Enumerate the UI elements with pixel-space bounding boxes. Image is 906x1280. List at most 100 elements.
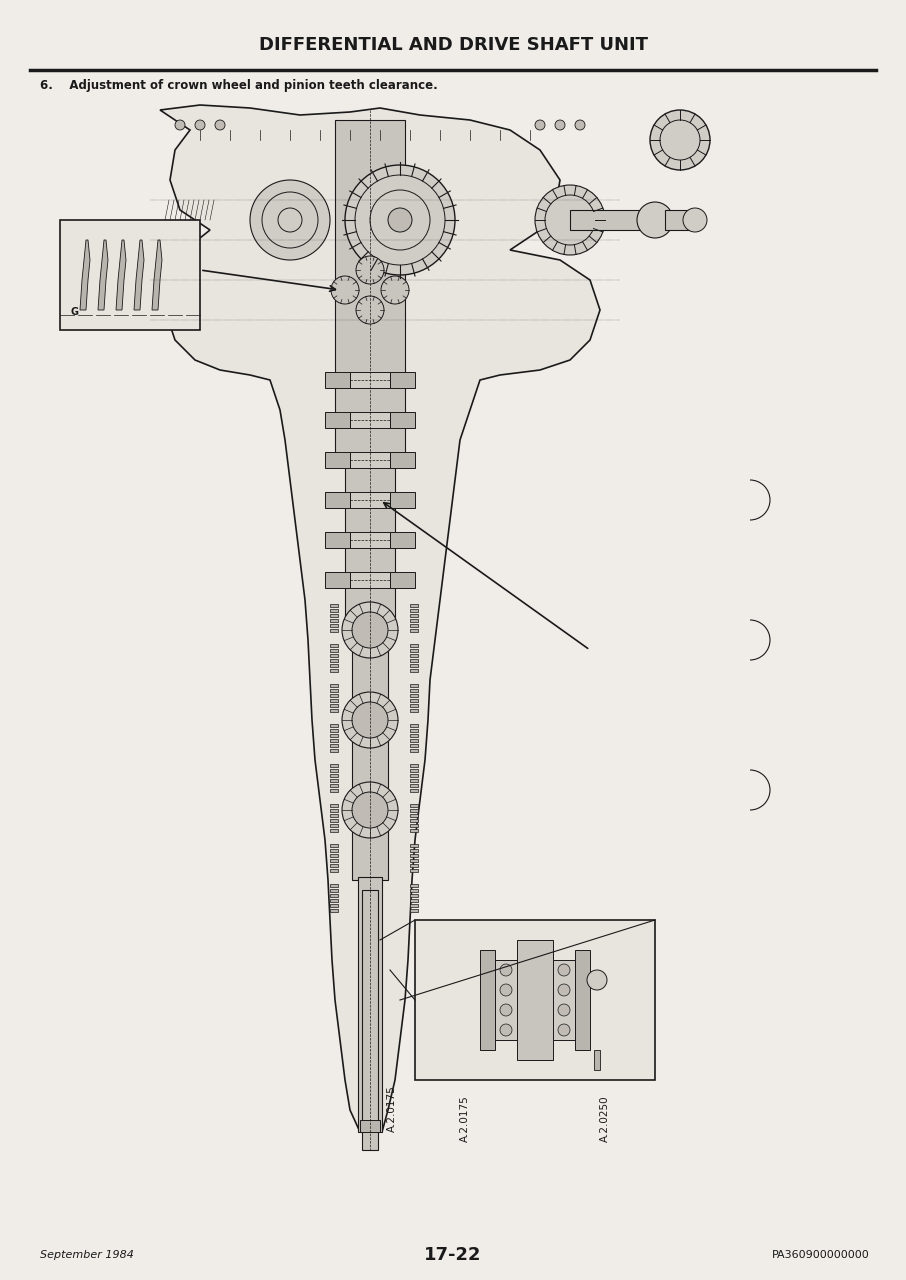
Polygon shape [80,241,90,310]
Bar [410,824,418,827]
Bar [330,824,338,827]
Bar [330,780,338,782]
Bar [410,764,418,767]
Text: PA360900000000: PA360900000000 [772,1251,870,1260]
Circle shape [175,120,185,131]
Bar [410,780,418,782]
Circle shape [500,984,512,996]
Bar [350,532,390,548]
Polygon shape [325,572,350,588]
Bar [410,783,418,787]
Bar [410,774,418,777]
Bar [350,412,390,428]
Bar [410,859,418,861]
Circle shape [500,964,512,977]
Bar [410,864,418,867]
Bar [330,893,338,897]
Bar [410,628,418,632]
Bar [330,628,338,632]
Bar [410,899,418,902]
Text: A.2.0175: A.2.0175 [460,1094,470,1142]
Bar [410,744,418,748]
Bar [410,649,418,652]
Polygon shape [325,372,350,388]
Bar [410,739,418,742]
Circle shape [587,970,607,989]
Text: A.2.0175: A.2.0175 [387,1085,397,1132]
Circle shape [535,186,605,255]
Bar [410,614,418,617]
Bar [330,890,338,892]
Bar [330,749,338,753]
Bar [480,950,495,1050]
Bar [410,659,418,662]
Bar [350,572,390,588]
Bar [410,684,418,687]
Bar [570,210,650,230]
Polygon shape [325,532,350,548]
Polygon shape [160,105,600,1132]
Circle shape [356,256,384,284]
Bar [410,844,418,847]
Bar [330,620,338,622]
Bar [553,960,575,1039]
Bar [410,730,418,732]
Bar [330,809,338,812]
Bar [410,644,418,646]
Circle shape [352,701,388,739]
Bar [410,804,418,806]
Bar [410,669,418,672]
Bar [345,454,395,620]
Bar [410,809,418,812]
Bar [594,1050,600,1070]
Bar [330,769,338,772]
Bar [330,704,338,707]
Bar [330,814,338,817]
Text: 6.    Adjustment of crown wheel and pinion teeth clearance.: 6. Adjustment of crown wheel and pinion … [40,78,438,91]
Bar [410,814,418,817]
Bar [330,884,338,887]
Text: DIFFERENTIAL AND DRIVE SHAFT UNIT: DIFFERENTIAL AND DRIVE SHAFT UNIT [258,36,648,54]
Bar [410,694,418,698]
Bar [330,819,338,822]
Polygon shape [98,241,108,310]
Bar [330,909,338,911]
Circle shape [342,782,398,838]
Bar [330,730,338,732]
Circle shape [345,165,455,275]
Bar [330,854,338,858]
Bar [330,869,338,872]
Text: A.2.0250: A.2.0250 [600,1094,610,1142]
Bar [330,609,338,612]
Bar [330,604,338,607]
Bar [330,764,338,767]
Bar [330,694,338,698]
Text: 17-22: 17-22 [424,1245,482,1265]
Bar [330,899,338,902]
Bar [330,844,338,847]
Bar [410,620,418,622]
Bar [330,904,338,908]
Bar [410,604,418,607]
Bar [410,664,418,667]
Polygon shape [390,492,415,508]
Bar [410,733,418,737]
Bar [330,669,338,672]
Circle shape [250,180,330,260]
Bar [362,890,378,1149]
Text: September 1984: September 1984 [40,1251,134,1260]
Bar [330,783,338,787]
Circle shape [555,120,565,131]
Circle shape [535,120,545,131]
Polygon shape [390,572,415,588]
Bar [415,920,655,1080]
Bar [330,659,338,662]
Polygon shape [390,532,415,548]
Bar [410,724,418,727]
Bar [330,804,338,806]
Bar [352,614,388,881]
Bar [330,724,338,727]
Circle shape [342,692,398,748]
Bar [410,869,418,872]
Bar [330,859,338,861]
